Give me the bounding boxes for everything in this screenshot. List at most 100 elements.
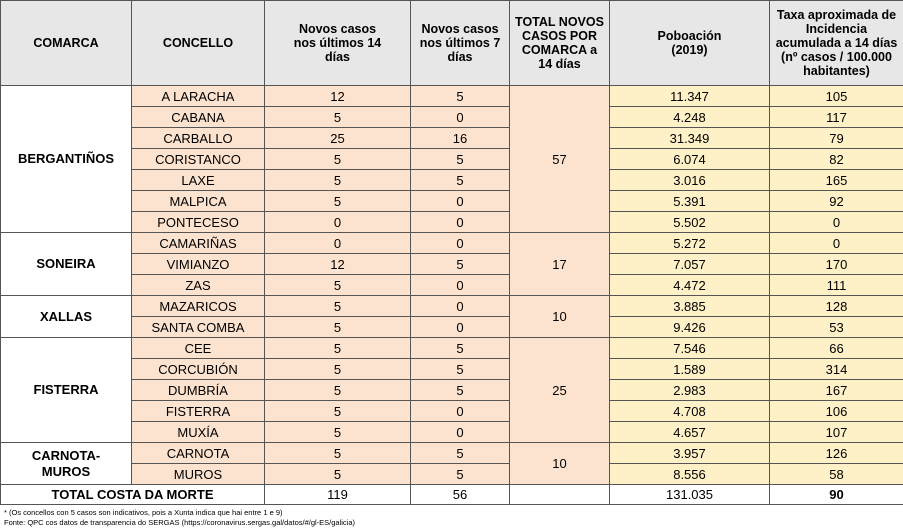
cases-7-cell: 0 bbox=[410, 106, 510, 128]
cases-14-cell: 12 bbox=[264, 85, 411, 107]
table-row: BERGANTIÑOS A LARACHA 12 5 57 11.347 105 bbox=[0, 85, 903, 233]
cases-7-cell: 5 bbox=[410, 463, 510, 485]
cases-7-cell: 5 bbox=[410, 442, 510, 464]
concello-cell: CARBALLO bbox=[131, 127, 265, 149]
population-cell: 7.057 bbox=[609, 253, 770, 275]
incidence-cell: 117 bbox=[769, 106, 903, 128]
concello-cell: VIMIANZO bbox=[131, 253, 265, 275]
cases-7-cell: 5 bbox=[410, 169, 510, 191]
incidence-cell: 167 bbox=[769, 379, 903, 401]
concello-cell: MAZARICOS bbox=[131, 295, 265, 317]
cases-14-cell: 0 bbox=[264, 232, 411, 254]
cases-14-cell: 5 bbox=[264, 421, 411, 443]
total-cases-14: 119 bbox=[264, 484, 411, 505]
population-cell: 5.272 bbox=[609, 232, 770, 254]
table-row: FISTERRA 5 0 4.708 106 bbox=[1, 400, 903, 422]
concello-cell: A LARACHA bbox=[131, 85, 265, 107]
total-population: 131.035 bbox=[609, 484, 770, 505]
incidence-cell: 106 bbox=[769, 400, 903, 422]
header-novos-14: Novos casos nos últimos 14 días bbox=[264, 0, 411, 86]
header-comarca: COMARCA bbox=[0, 0, 132, 86]
table-row: ZAS 5 0 4.472 111 bbox=[1, 274, 903, 296]
concello-cell: DUMBRÍA bbox=[131, 379, 265, 401]
cases-7-cell: 0 bbox=[410, 232, 510, 254]
incidence-cell: 66 bbox=[769, 337, 903, 359]
incidence-cell: 79 bbox=[769, 127, 903, 149]
incidence-cell: 53 bbox=[769, 316, 903, 338]
total-label: TOTAL COSTA DA MORTE bbox=[0, 484, 265, 505]
comarca-cell: BERGANTIÑOS bbox=[0, 85, 132, 233]
concello-cell: CORISTANCO bbox=[131, 148, 265, 170]
table-row: SONEIRA CAMARIÑAS 0 0 17 5.272 0 bbox=[0, 232, 903, 296]
cases-14-cell: 25 bbox=[264, 127, 411, 149]
table-row: SANTA COMBA 5 0 9.426 53 bbox=[1, 316, 903, 338]
concello-cell: MALPICA bbox=[131, 190, 265, 212]
concello-cell: MUXÍA bbox=[131, 421, 265, 443]
header-row: COMARCA CONCELLO Novos casos nos últimos… bbox=[0, 0, 903, 86]
cases-7-cell: 5 bbox=[410, 358, 510, 380]
cases-14-cell: 5 bbox=[264, 358, 411, 380]
cases-14-cell: 5 bbox=[264, 400, 411, 422]
cases-14-cell: 0 bbox=[264, 211, 411, 233]
cases-7-cell: 0 bbox=[410, 421, 510, 443]
concello-cell: CARNOTA bbox=[131, 442, 265, 464]
population-cell: 5.502 bbox=[609, 211, 770, 233]
comarca-cell: SONEIRA bbox=[0, 232, 132, 296]
cases-7-cell: 5 bbox=[410, 379, 510, 401]
cases-14-cell: 5 bbox=[264, 148, 411, 170]
header-poboacion: Poboación (2019) bbox=[609, 0, 770, 86]
cases-14-cell: 5 bbox=[264, 337, 411, 359]
table-row: FISTERRA CEE 5 5 25 7.546 66 bbox=[0, 337, 903, 443]
incidence-cell: 58 bbox=[769, 463, 903, 485]
cases-7-cell: 5 bbox=[410, 253, 510, 275]
population-cell: 4.472 bbox=[609, 274, 770, 296]
concello-cell: ZAS bbox=[131, 274, 265, 296]
incidence-cell: 128 bbox=[769, 295, 903, 317]
header-novos-7: Novos casos nos últimos 7 días bbox=[410, 0, 510, 86]
concello-cell: FISTERRA bbox=[131, 400, 265, 422]
header-concello: CONCELLO bbox=[131, 0, 265, 86]
total-row: TOTAL COSTA DA MORTE 119 56 131.035 90 bbox=[0, 484, 903, 505]
population-cell: 2.983 bbox=[609, 379, 770, 401]
concello-cell: LAXE bbox=[131, 169, 265, 191]
population-cell: 8.556 bbox=[609, 463, 770, 485]
incidence-cell: 105 bbox=[769, 85, 903, 107]
incidence-cell: 0 bbox=[769, 232, 903, 254]
incidence-cell: 111 bbox=[769, 274, 903, 296]
cases-7-cell: 0 bbox=[410, 400, 510, 422]
comarca-cell: CARNOTA-MUROS bbox=[0, 442, 132, 485]
cases-14-cell: 5 bbox=[264, 169, 411, 191]
table-row: LAXE 5 5 3.016 165 bbox=[1, 169, 903, 191]
population-cell: 31.349 bbox=[609, 127, 770, 149]
cases-7-cell: 5 bbox=[410, 337, 510, 359]
comarca-total-cell: 10 bbox=[509, 295, 610, 338]
concello-cell: MUROS bbox=[131, 463, 265, 485]
source-note: Fonte: QPC cos datos de transparencia do… bbox=[4, 518, 356, 527]
cases-14-cell: 5 bbox=[264, 295, 411, 317]
population-cell: 4.657 bbox=[609, 421, 770, 443]
header-total-comarca: TOTAL NOVOS CASOS POR COMARCA a 14 días bbox=[509, 0, 610, 86]
table-row: PONTECESO 0 0 5.502 0 bbox=[1, 211, 903, 233]
table-row: CORISTANCO 5 5 6.074 82 bbox=[1, 148, 903, 170]
population-cell: 4.708 bbox=[609, 400, 770, 422]
population-cell: 1.589 bbox=[609, 358, 770, 380]
incidence-table: COMARCA CONCELLO Novos casos nos últimos… bbox=[0, 0, 903, 505]
population-cell: 9.426 bbox=[609, 316, 770, 338]
table-row: MALPICA 5 0 5.391 92 bbox=[1, 190, 903, 212]
population-cell: 7.546 bbox=[609, 337, 770, 359]
cases-7-cell: 5 bbox=[410, 148, 510, 170]
incidence-cell: 170 bbox=[769, 253, 903, 275]
cases-14-cell: 5 bbox=[264, 379, 411, 401]
cases-7-cell: 0 bbox=[410, 211, 510, 233]
table-row: VIMIANZO 12 5 7.057 170 bbox=[1, 253, 903, 275]
cases-14-cell: 5 bbox=[264, 190, 411, 212]
cases-7-cell: 0 bbox=[410, 295, 510, 317]
cases-14-cell: 5 bbox=[264, 442, 411, 464]
table-row: CABANA 5 0 4.248 117 bbox=[1, 106, 903, 128]
cases-7-cell: 5 bbox=[410, 85, 510, 107]
concello-cell: CEE bbox=[131, 337, 265, 359]
header-taxa: Taxa aproximada de Incidencia acumulada … bbox=[769, 0, 903, 86]
comarca-total-cell: 25 bbox=[509, 337, 610, 443]
table-row: XALLAS MAZARICOS 5 0 10 3.885 128 bbox=[0, 295, 903, 338]
comarca-cell: XALLAS bbox=[0, 295, 132, 338]
